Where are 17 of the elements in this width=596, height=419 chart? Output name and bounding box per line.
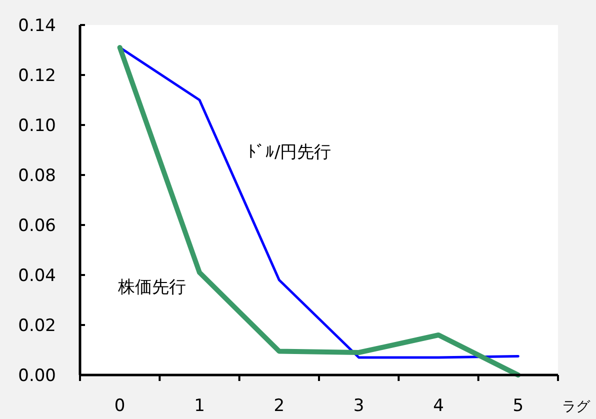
y-tick-label: 0.06 <box>18 216 56 236</box>
x-axis-title: ラグ <box>562 399 591 415</box>
x-tick-label: 3 <box>353 396 364 416</box>
x-tick-label: 4 <box>433 396 444 416</box>
y-tick-label: 0.12 <box>18 66 56 86</box>
y-tick-label: 0.02 <box>18 316 56 336</box>
y-tick-label: 0.08 <box>18 166 56 186</box>
y-tick-label: 0.14 <box>18 16 56 36</box>
x-tick-label: 0 <box>114 396 126 416</box>
x-tick-label: 5 <box>512 396 524 416</box>
y-tick-label: 0.10 <box>18 116 56 136</box>
series-label: 株価先行 <box>116 278 186 298</box>
y-tick-label: 0.00 <box>18 366 56 386</box>
x-tick-label: 1 <box>194 396 205 416</box>
y-tick-label: 0.04 <box>18 266 56 286</box>
x-tick-label: 2 <box>274 396 285 416</box>
series-label: ﾄﾞﾙ/円先行 <box>248 142 332 162</box>
